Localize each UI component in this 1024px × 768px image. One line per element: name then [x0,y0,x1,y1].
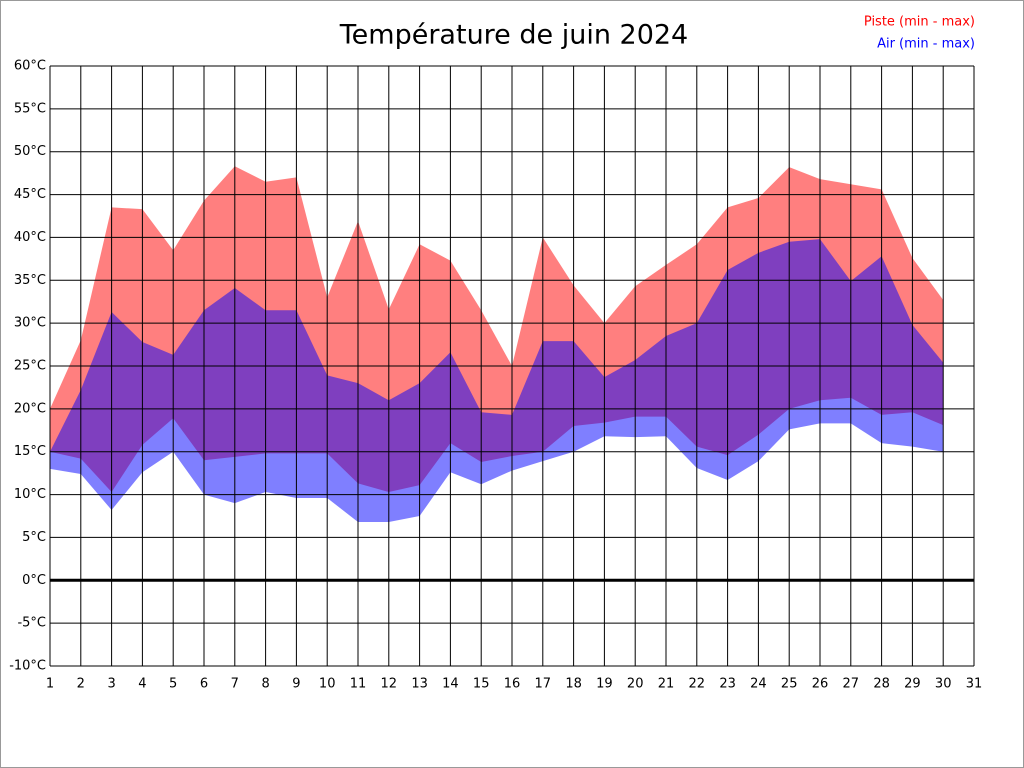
legend-entry: Air (min - max) [877,37,975,52]
x-tick-label: 25 [781,677,798,692]
y-tick-label: 20°C [14,401,46,416]
x-tick-label: 10 [319,677,336,692]
x-tick-label: 22 [689,677,706,692]
x-tick-label: 16 [504,677,521,692]
x-tick-label: 13 [411,677,428,692]
x-tick-label: 24 [750,677,767,692]
x-tick-label: 26 [812,677,829,692]
x-tick-label: 14 [442,677,459,692]
x-tick-label: 5 [169,677,177,692]
x-tick-label: 11 [350,677,367,692]
x-tick-label: 31 [966,677,983,692]
y-tick-label: -5°C [17,616,46,631]
x-tick-label: 19 [596,677,613,692]
x-tick-label: 28 [873,677,890,692]
y-tick-label: 5°C [22,530,46,545]
x-tick-label: 30 [935,677,952,692]
y-tick-label: 45°C [14,187,46,202]
x-tick-label: 2 [77,677,85,692]
x-tick-label: 23 [719,677,736,692]
x-tick-label: 1 [46,677,54,692]
x-tick-label: 29 [904,677,921,692]
y-tick-label: 50°C [14,144,46,159]
x-tick-label: 15 [473,677,490,692]
x-tick-label: 21 [658,677,675,692]
y-tick-label: 40°C [14,230,46,245]
x-tick-label: 17 [535,677,552,692]
x-tick-label: 20 [627,677,644,692]
y-tick-label: -10°C [9,659,46,674]
x-tick-label: 3 [107,677,115,692]
y-tick-label: 25°C [14,359,46,374]
y-tick-label: 60°C [14,59,46,74]
y-tick-label: 15°C [14,444,46,459]
y-tick-label: 10°C [14,487,46,502]
legend-entry: Piste (min - max) [864,15,975,30]
x-tick-label: 9 [292,677,300,692]
x-tick-label: 18 [565,677,582,692]
x-tick-label: 12 [381,677,398,692]
chart-title: Température de juin 2024 [339,20,688,51]
x-tick-label: 6 [200,677,208,692]
y-tick-label: 0°C [22,573,46,588]
x-tick-label: 4 [138,677,146,692]
x-tick-label: 7 [231,677,239,692]
x-tick-label: 8 [261,677,269,692]
x-tick-label: 27 [843,677,860,692]
y-tick-label: 35°C [14,273,46,288]
y-tick-label: 55°C [14,101,46,116]
y-tick-label: 30°C [14,316,46,331]
